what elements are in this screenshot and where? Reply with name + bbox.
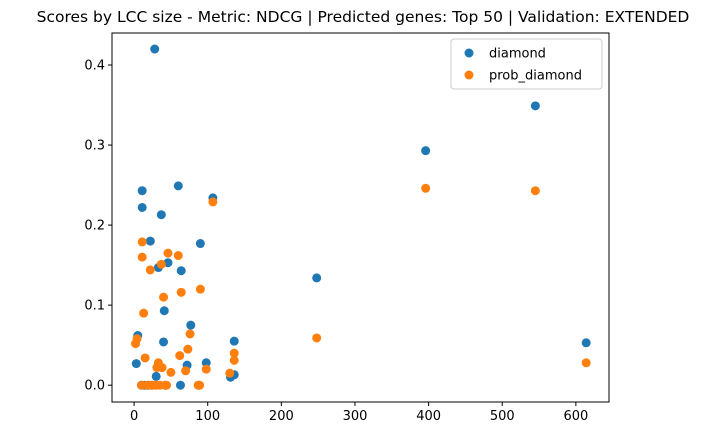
x-tick-label: 500 bbox=[490, 409, 515, 424]
x-tick-label: 400 bbox=[416, 409, 441, 424]
series-prob-diamond bbox=[131, 183, 591, 390]
data-point-diamond bbox=[151, 371, 161, 381]
data-point-prob-diamond bbox=[312, 333, 322, 343]
data-point-diamond bbox=[581, 338, 591, 348]
data-point-prob-diamond bbox=[140, 353, 150, 363]
axes: 0 100 200 300 400 500 600 0.0 0.1 0.2 0.3 0.4 bbox=[84, 32, 610, 424]
data-point-prob-diamond bbox=[137, 237, 147, 247]
data-point-prob-diamond bbox=[175, 351, 185, 361]
legend-box bbox=[450, 38, 603, 90]
data-point-prob-diamond bbox=[161, 380, 171, 390]
data-point-diamond bbox=[186, 320, 196, 330]
data-point-prob-diamond bbox=[132, 334, 142, 344]
data-point-prob-diamond bbox=[183, 344, 193, 354]
data-point-prob-diamond bbox=[159, 292, 169, 302]
plot-frame bbox=[111, 32, 610, 403]
legend-label: prob_diamond bbox=[489, 69, 582, 84]
data-point-diamond bbox=[421, 146, 431, 156]
data-point-diamond bbox=[159, 306, 169, 316]
y-tick-label: 0.3 bbox=[84, 139, 105, 154]
data-point-prob-diamond bbox=[173, 251, 183, 261]
y-tick-label: 0.2 bbox=[84, 219, 105, 234]
data-point-prob-diamond bbox=[421, 183, 431, 193]
data-point-prob-diamond bbox=[156, 259, 166, 269]
data-point-diamond bbox=[175, 380, 185, 390]
data-point-prob-diamond bbox=[195, 380, 205, 390]
data-point-diamond bbox=[137, 202, 147, 212]
data-point-prob-diamond bbox=[145, 265, 155, 275]
y-tick-label: 0.0 bbox=[84, 379, 105, 394]
data-point-diamond bbox=[156, 210, 166, 220]
data-point-diamond bbox=[312, 273, 322, 283]
legend-marker bbox=[464, 48, 474, 58]
x-tick-label: 0 bbox=[130, 409, 138, 424]
data-point-prob-diamond bbox=[229, 355, 239, 365]
data-point-prob-diamond bbox=[201, 364, 211, 374]
chart-title: Scores by LCC size - Metric: NDCG | Pred… bbox=[37, 8, 690, 26]
x-tick-label: 300 bbox=[343, 409, 368, 424]
data-point-diamond bbox=[173, 181, 183, 191]
x-tick-label: 600 bbox=[563, 409, 588, 424]
data-point-prob-diamond bbox=[581, 358, 591, 368]
plot-area bbox=[131, 44, 591, 390]
data-point-prob-diamond bbox=[176, 287, 186, 297]
legend: diamond prob_diamond bbox=[450, 38, 603, 90]
data-point-diamond bbox=[159, 337, 169, 347]
data-point-prob-diamond bbox=[166, 367, 176, 377]
data-point-diamond bbox=[131, 359, 141, 369]
data-point-diamond bbox=[201, 358, 211, 368]
data-point-prob-diamond bbox=[137, 252, 147, 262]
data-point-prob-diamond bbox=[185, 329, 195, 339]
data-point-prob-diamond bbox=[195, 284, 205, 294]
data-point-diamond bbox=[176, 266, 186, 276]
y-tick-label: 0.4 bbox=[84, 59, 105, 74]
data-point-prob-diamond bbox=[181, 366, 191, 376]
data-point-prob-diamond bbox=[139, 308, 149, 318]
data-point-diamond bbox=[530, 101, 540, 111]
legend-marker bbox=[464, 70, 474, 80]
data-point-diamond bbox=[229, 336, 239, 346]
y-tick-label: 0.1 bbox=[84, 299, 105, 314]
legend-label: diamond bbox=[489, 47, 546, 62]
x-tick-label: 200 bbox=[269, 409, 294, 424]
data-point-prob-diamond bbox=[163, 248, 173, 258]
data-point-prob-diamond bbox=[225, 368, 235, 378]
data-point-diamond bbox=[150, 44, 160, 54]
data-point-prob-diamond bbox=[157, 363, 167, 373]
data-point-diamond bbox=[137, 186, 147, 196]
x-tick-label: 100 bbox=[195, 409, 220, 424]
data-point-diamond bbox=[195, 239, 205, 249]
data-point-prob-diamond bbox=[229, 348, 239, 358]
data-point-diamond bbox=[145, 236, 155, 246]
data-point-prob-diamond bbox=[208, 197, 218, 207]
data-point-prob-diamond bbox=[530, 186, 540, 196]
